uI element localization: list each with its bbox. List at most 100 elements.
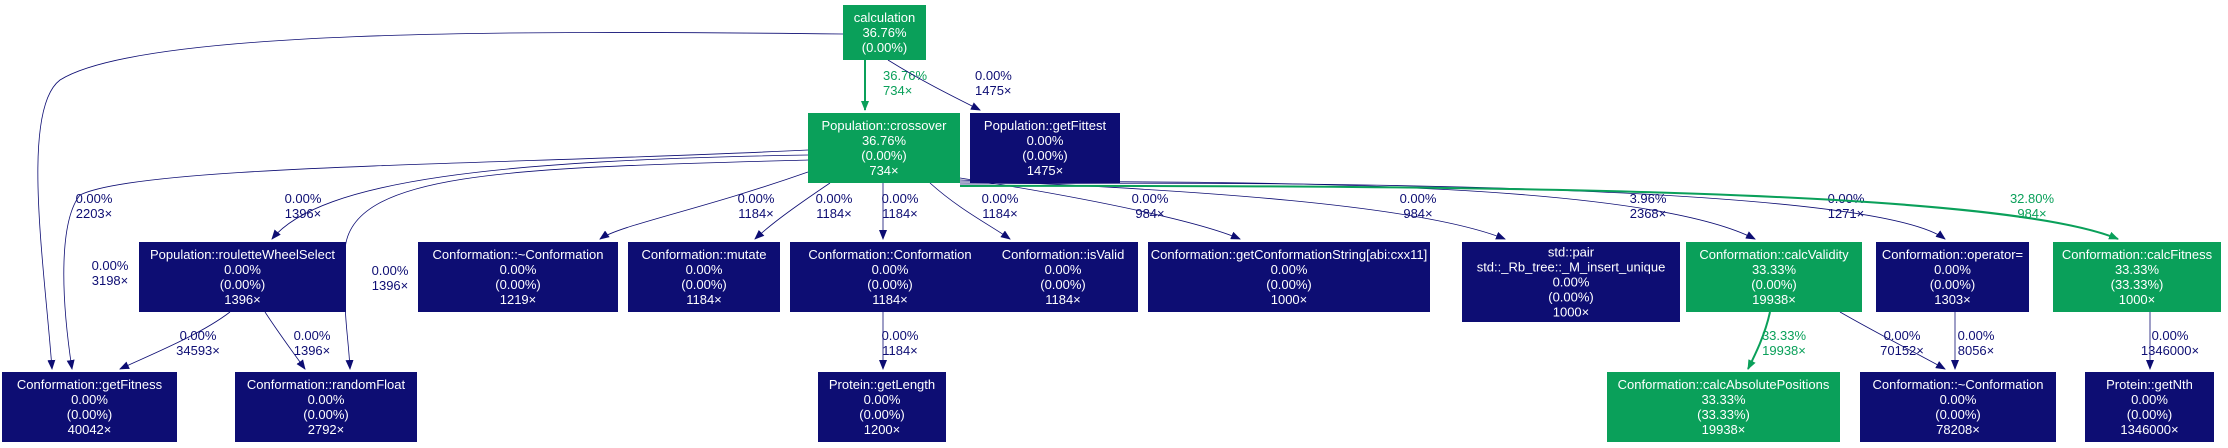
node-stat: 0.00%	[1940, 392, 1977, 407]
edge-label: 984×	[2017, 206, 2046, 221]
edge-operatorEq-dtorB: 0.00%8056×	[1951, 312, 1995, 370]
edge-cross-calcValidity: 3.96%2368×	[959, 181, 1756, 240]
node-stat: 734×	[869, 163, 898, 178]
edge-label: 2368×	[1630, 206, 1667, 221]
edge-label: 19938×	[1762, 343, 1806, 358]
node-title: Population::rouletteWheelSelect	[150, 247, 335, 262]
node-title: Conformation::calcAbsolutePositions	[1618, 377, 1830, 392]
edge-label: 0.00%	[76, 191, 113, 206]
node-title: Conformation::~Conformation	[1873, 377, 2044, 392]
node-title: Conformation::operator=	[1882, 247, 2023, 262]
edge-label: 36.76%	[883, 68, 928, 83]
edge-label: 0.00%	[92, 258, 129, 273]
node-getFitness: Conformation::getFitness0.00%(0.00%)4004…	[2, 372, 177, 442]
node-title: Population::getFittest	[984, 118, 1107, 133]
edge-label: 0.00%	[882, 328, 919, 343]
edge-label: 2203×	[76, 206, 113, 221]
node-stat: 33.33%	[2115, 262, 2160, 277]
node-stat: 1000×	[2119, 292, 2156, 307]
node-stat: (0.00%)	[681, 277, 727, 292]
edge-label: 1346000×	[2141, 343, 2199, 358]
node-stat: 40042×	[68, 422, 112, 437]
node-stat: 33.33%	[1752, 262, 1797, 277]
node-dtorB: Conformation::~Conformation0.00%(0.00%)7…	[1860, 372, 2056, 442]
edge-label: 984×	[1135, 206, 1164, 221]
node-box	[988, 242, 1138, 312]
node-title: calculation	[854, 10, 915, 25]
node-box	[1607, 372, 1840, 442]
edge-line	[1747, 311, 1771, 370]
node-stat: (0.00%)	[861, 148, 907, 163]
node-stat: 0.00%	[1553, 275, 1590, 290]
node-box	[235, 372, 417, 442]
nodes: calculation36.76%(0.00%)Population::cros…	[2, 5, 2221, 442]
node-title: Conformation::getConformationString[abi:…	[1151, 247, 1428, 262]
node-stat: (0.00%)	[1022, 148, 1068, 163]
node-stat: 19938×	[1752, 292, 1796, 307]
edge-line	[271, 154, 809, 240]
node-stat: 0.00%	[686, 262, 723, 277]
node-stat: 19938×	[1702, 422, 1746, 437]
edge-cross-ctor: 0.00%1184×	[879, 183, 919, 240]
node-box	[808, 113, 960, 183]
edge-label: 0.00%	[294, 328, 331, 343]
node-stat: (0.00%)	[862, 40, 908, 55]
edge-line	[63, 149, 809, 370]
edge-label: 0.00%	[1828, 191, 1865, 206]
node-stat: 0.00%	[1027, 133, 1064, 148]
node-getConfString: Conformation::getConformationString[abi:…	[1148, 242, 1430, 312]
edge-label: 32.80%	[2010, 191, 2055, 206]
node-title: Conformation::calcFitness	[2062, 247, 2213, 262]
node-box	[1462, 242, 1680, 322]
node-stat: 0.00%	[872, 262, 909, 277]
edge-line	[754, 182, 831, 240]
edge-cross-calcFitness: 32.80%984×	[959, 184, 2119, 240]
edge-label: 1184×	[982, 206, 1018, 221]
edge-calcFitness-getNth: 0.00%1346000×	[2141, 312, 2199, 370]
node-title: Conformation::calcValidity	[1699, 247, 1849, 262]
node-stat: 0.00%	[308, 392, 345, 407]
node-stat: 78208×	[1936, 422, 1980, 437]
edge-label: 0.00%	[1884, 328, 1921, 343]
node-stat: 1184×	[872, 292, 908, 307]
node-stat: (0.00%)	[859, 407, 905, 422]
node-box	[2, 372, 177, 442]
node-randomFloat: Conformation::randomFloat0.00%(0.00%)279…	[235, 372, 417, 442]
node-stat: (0.00%)	[1751, 277, 1797, 292]
edge-label: 1271×	[1828, 206, 1865, 221]
edge-line	[599, 171, 809, 240]
node-title: Conformation::getFitness	[17, 377, 163, 392]
node-stat: 36.76%	[862, 25, 907, 40]
node-stat: 2792×	[308, 422, 345, 437]
edge-label: 1184×	[738, 206, 774, 221]
edge-label: 3198×	[92, 273, 129, 288]
node-box	[1876, 242, 2029, 312]
node-calcFitness: Conformation::calcFitness33.33%(33.33%)1…	[2053, 242, 2221, 312]
edge-label: 0.00%	[975, 68, 1012, 83]
node-stat: (33.33%)	[2111, 277, 2164, 292]
edge-label: 0.00%	[738, 191, 775, 206]
edge-label: 0.00%	[285, 191, 322, 206]
edge-line	[264, 311, 306, 370]
edges: 36.76%734×0.00%1475×0.00%2203×0.00%3198×…	[37, 32, 2199, 370]
node-box	[139, 242, 346, 312]
node-stat: 0.00%	[1934, 262, 1971, 277]
edge-line	[344, 159, 809, 370]
node-box	[628, 242, 780, 312]
node-box	[1686, 242, 1862, 312]
node-stat: 0.00%	[1045, 262, 1082, 277]
edge-line	[959, 184, 2119, 240]
node-box	[418, 242, 618, 312]
edge-calc-getFittest: 0.00%1475×	[887, 59, 1012, 111]
edge-line	[37, 32, 844, 370]
node-stat: 33.33%	[1701, 392, 1746, 407]
node-stat: (0.00%)	[67, 407, 113, 422]
node-stat: 1000×	[1553, 305, 1590, 320]
edge-label: 1184×	[882, 343, 918, 358]
edge-label: 0.00%	[982, 191, 1019, 206]
edge-calcValidity-calcAbsPos: 33.33%19938×	[1747, 311, 1806, 370]
edge-label: 0.00%	[816, 191, 853, 206]
